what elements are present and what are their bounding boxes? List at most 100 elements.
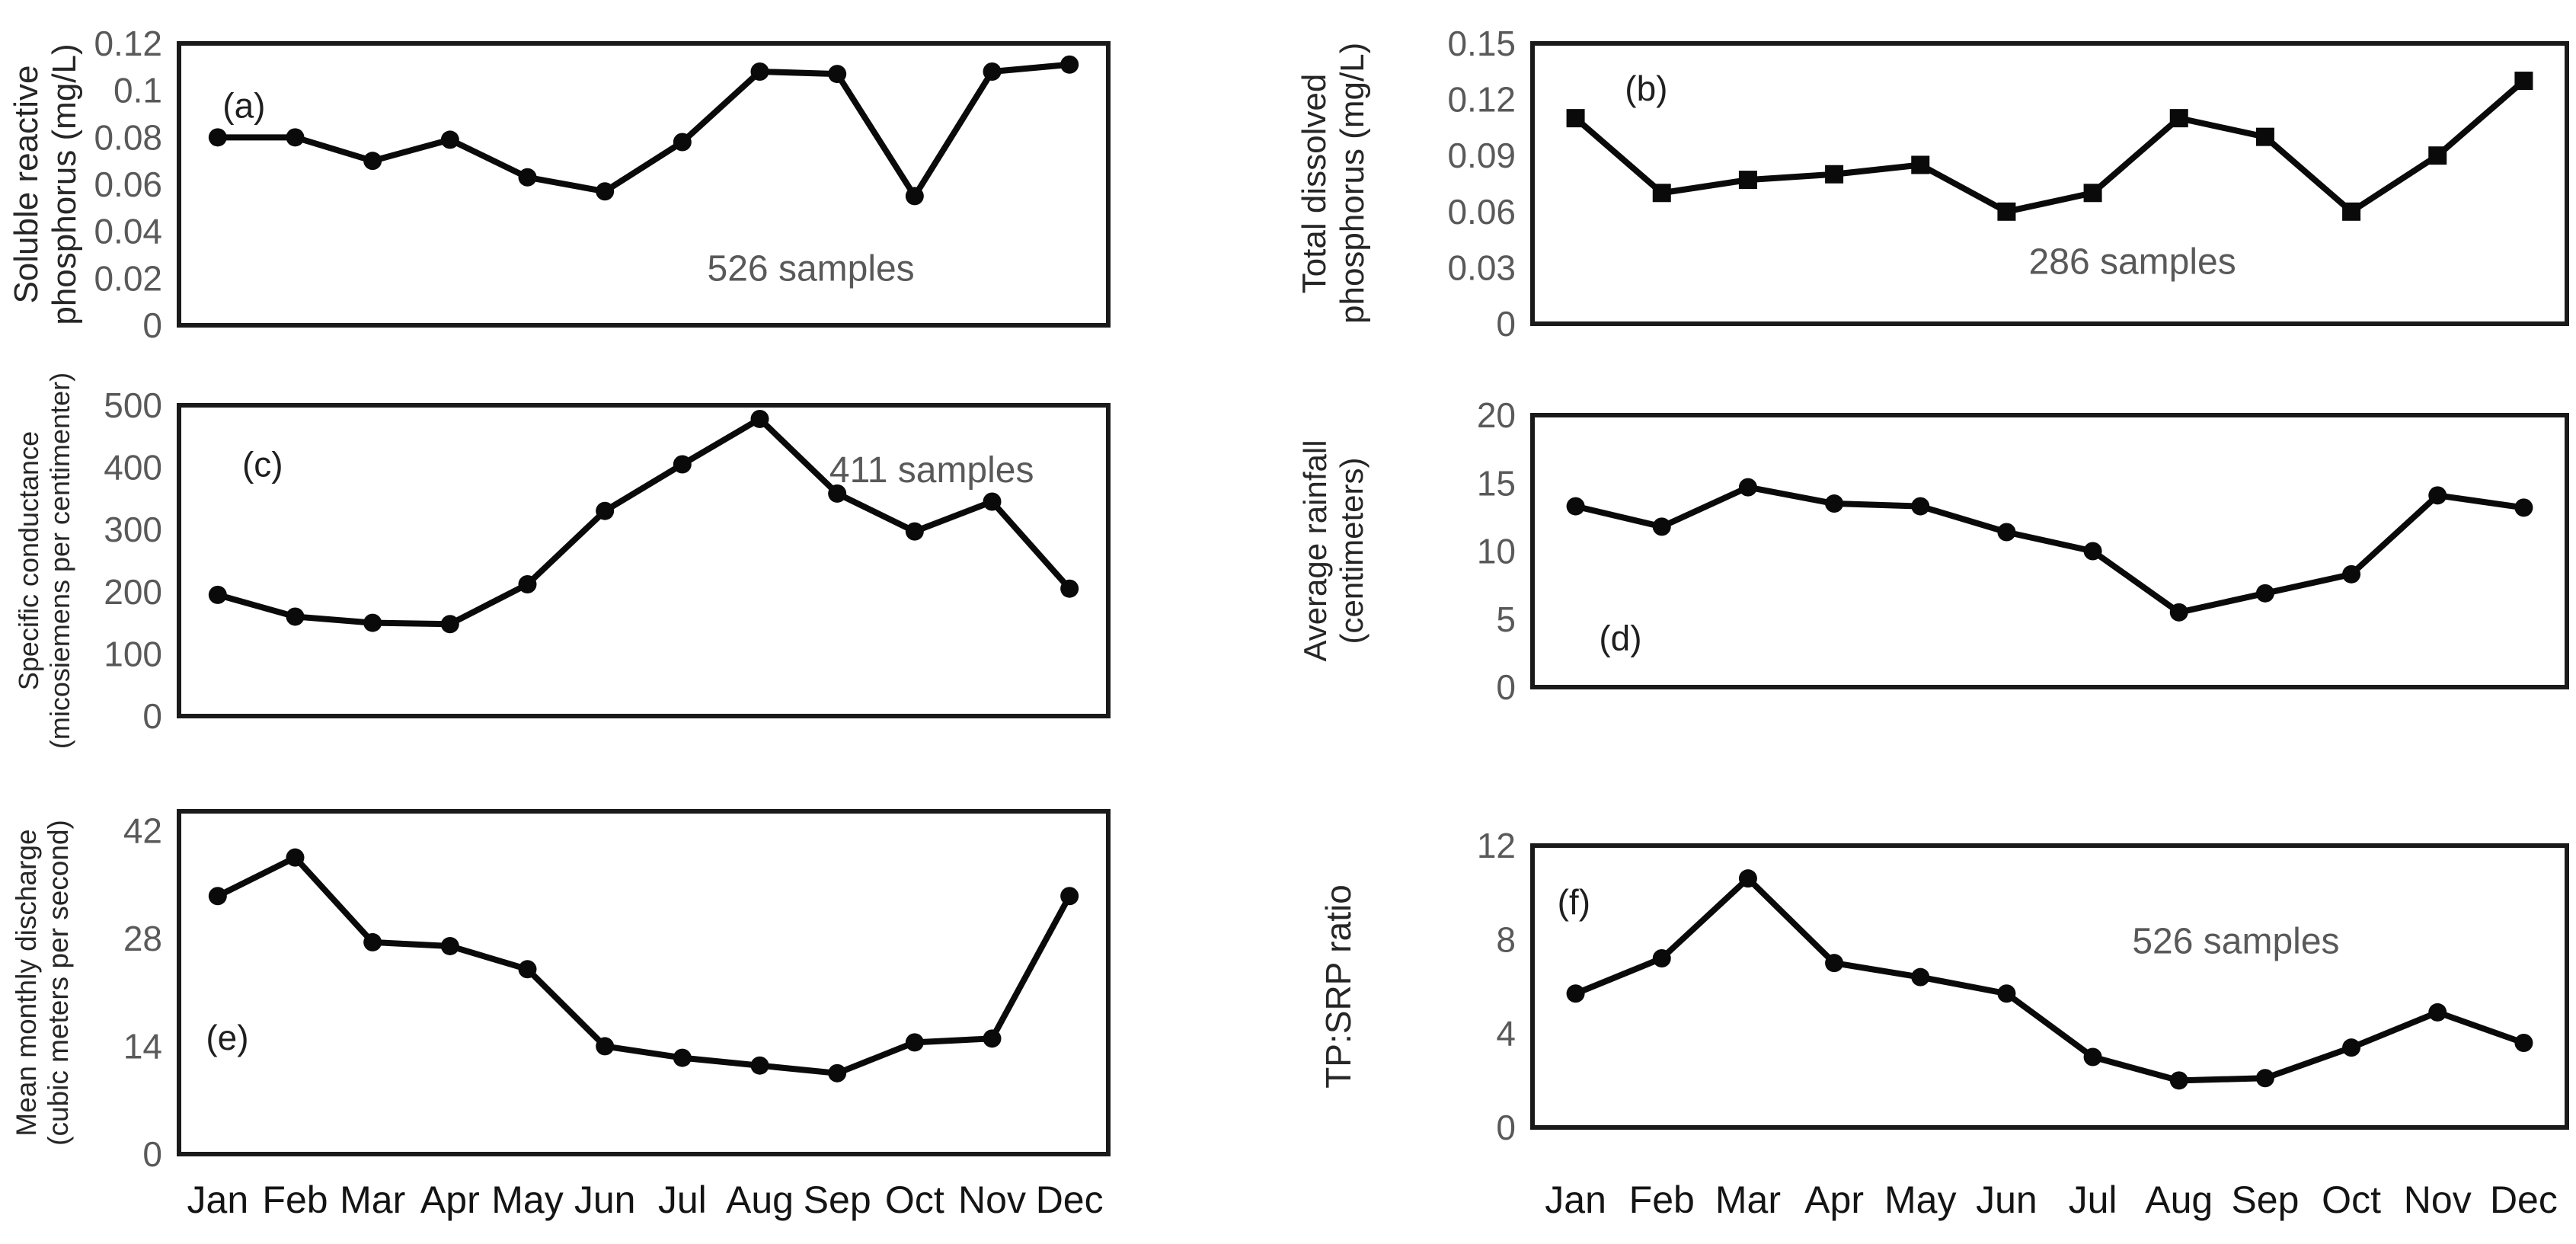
data-point-b-Oct xyxy=(2342,202,2361,221)
y-tick-label-e: 0 xyxy=(142,1134,162,1174)
y-tick-label-d: 15 xyxy=(1477,463,1516,503)
data-point-f-May xyxy=(1911,967,1930,987)
data-point-d-Dec xyxy=(2514,498,2533,517)
x-tick-label-Nov: Nov xyxy=(958,1178,1026,1221)
chart-e: 0 14 28 42 (e) Jan Feb Mar Apr May Jun Jul Aug Sep Oct… xyxy=(123,809,1111,1221)
data-point-e-Nov xyxy=(983,1029,1002,1048)
data-point-b-Jul xyxy=(2083,184,2102,203)
data-point-c-Mar xyxy=(363,613,382,632)
x-tick-label-Apr: Apr xyxy=(420,1178,480,1221)
panel-letter-f: (f) xyxy=(1558,882,1590,922)
panel-letter-b: (b) xyxy=(1625,69,1667,108)
x-tick-label-Jul: Jul xyxy=(2069,1178,2117,1221)
plot-frame-a xyxy=(177,41,1111,328)
data-point-a-Jan xyxy=(208,128,227,147)
data-point-f-Nov xyxy=(2428,1003,2447,1022)
data-point-b-Aug xyxy=(2169,109,2188,128)
series-line-d xyxy=(1574,484,2524,616)
data-point-f-Dec xyxy=(2514,1034,2533,1052)
panel-letter-c: (c) xyxy=(242,445,283,484)
chart-b: 0 0.03 0.06 0.09 0.12 0.15 (b) 286 samples xyxy=(1447,24,2569,344)
data-point-d-Oct xyxy=(2342,564,2361,584)
data-point-a-Feb xyxy=(286,128,305,147)
y-tick-label-f: 0 xyxy=(1496,1108,1516,1147)
y-tick-label-c: 0 xyxy=(142,696,162,736)
data-point-b-Nov xyxy=(2428,146,2447,165)
y-tick-label-a: 0.12 xyxy=(94,24,162,63)
x-tick-label-Mar: Mar xyxy=(1715,1178,1781,1221)
y-tick-label-e: 14 xyxy=(123,1026,162,1066)
data-point-f-Sep xyxy=(2255,1069,2274,1088)
y-tick-label-e: 28 xyxy=(123,919,162,958)
panel-letter-d: (d) xyxy=(1599,619,1641,658)
x-tick-label-Apr: Apr xyxy=(1804,1178,1864,1221)
y-tick-label-c: 300 xyxy=(104,510,162,549)
chart-f: 0 4 8 12 (f) 526 samples Jan Feb Mar Apr May Jun Jul… xyxy=(1477,826,2569,1221)
x-tick-label-Jun: Jun xyxy=(574,1178,636,1221)
data-point-a-Aug xyxy=(750,62,769,81)
panel-f: TP:SRP ratio 0 4 8 12 (f) 526 samples Jan Feb Ma… xyxy=(1288,762,2576,1244)
y-tick-label-c: 100 xyxy=(104,634,162,673)
x-tick-label-Jul: Jul xyxy=(658,1178,707,1221)
series-line-b xyxy=(1573,78,2526,215)
panel-e: Mean monthly discharge (cubic meters per… xyxy=(0,762,1288,1244)
y-tick-label-a: 0.06 xyxy=(94,165,162,204)
plot-frame-b xyxy=(1530,41,2569,326)
data-point-e-Aug xyxy=(750,1056,769,1075)
x-tick-label-Aug: Aug xyxy=(726,1178,794,1221)
data-point-d-Mar xyxy=(1738,478,1757,497)
data-point-e-Feb xyxy=(286,848,305,867)
data-point-f-Mar xyxy=(1738,869,1757,888)
data-point-c-Dec xyxy=(1060,579,1079,598)
data-point-b-Sep xyxy=(2255,127,2274,146)
data-point-f-Feb xyxy=(1652,949,1671,967)
data-point-a-Nov xyxy=(983,62,1002,81)
x-tick-label-Oct: Oct xyxy=(885,1178,944,1221)
data-point-b-Jan xyxy=(1566,109,1585,128)
data-point-f-Jul xyxy=(2083,1047,2102,1067)
y-tick-label-d: 20 xyxy=(1477,395,1516,435)
y-tick-label-f: 8 xyxy=(1496,919,1516,959)
data-point-a-Mar xyxy=(363,152,382,171)
data-point-e-Dec xyxy=(1060,887,1079,906)
x-tick-label-Feb: Feb xyxy=(262,1178,328,1221)
x-tick-label-May: May xyxy=(491,1178,563,1221)
data-point-c-Sep xyxy=(828,484,847,503)
data-point-e-Mar xyxy=(363,932,382,951)
data-point-d-May xyxy=(1911,497,1930,516)
panel-c: Specific conductance (micosiemens per ce… xyxy=(0,358,1288,762)
data-point-d-Apr xyxy=(1825,494,1844,513)
x-tick-label-Oct: Oct xyxy=(2322,1178,2381,1221)
data-point-a-Sep xyxy=(828,65,847,84)
x-tick-label-Nov: Nov xyxy=(2404,1178,2472,1221)
y-tick-label-d: 10 xyxy=(1477,532,1516,571)
y-tick-label-b: 0.09 xyxy=(1447,136,1516,175)
data-point-a-Jul xyxy=(673,133,692,152)
panel-b: Total dissolved phosphorus (mg/L) 0 0.03 0… xyxy=(1288,0,2576,358)
data-point-d-Sep xyxy=(2255,584,2274,603)
data-point-f-Jun xyxy=(1997,984,2016,1003)
data-point-f-Apr xyxy=(1825,954,1844,973)
panel-a: Soluble reactive phosphorus (mg/L) 0 0.02… xyxy=(0,0,1288,358)
data-point-c-Nov xyxy=(983,492,1002,511)
data-point-f-Oct xyxy=(2342,1038,2361,1057)
data-point-c-Jul xyxy=(673,455,692,474)
y-tick-label-c: 400 xyxy=(104,448,162,488)
data-point-c-Apr xyxy=(440,615,459,634)
x-tick-label-Mar: Mar xyxy=(340,1178,405,1221)
y-tick-label-b: 0 xyxy=(1496,304,1516,344)
data-point-b-Mar xyxy=(1738,171,1757,190)
y-tick-label-a: 0.08 xyxy=(94,117,162,157)
samples-annotation-a: 526 samples xyxy=(708,249,915,289)
y-tick-label-b: 0.12 xyxy=(1447,80,1516,120)
data-point-b-Feb xyxy=(1652,184,1671,203)
y-tick-label-b: 0.15 xyxy=(1447,24,1516,63)
data-point-e-Sep xyxy=(828,1063,847,1083)
series-line-f xyxy=(1574,875,2525,1084)
data-point-b-Jun xyxy=(1997,202,2016,221)
x-tick-label-May: May xyxy=(1884,1178,1956,1221)
chart-a: 0 0.02 0.04 0.06 0.08 0.1 0.12 (a) 526 samples xyxy=(94,24,1111,345)
x-tick-label-Feb: Feb xyxy=(1629,1178,1695,1221)
samples-annotation-c: 411 samples xyxy=(829,450,1034,491)
x-tick-label-Jun: Jun xyxy=(1976,1178,2037,1221)
